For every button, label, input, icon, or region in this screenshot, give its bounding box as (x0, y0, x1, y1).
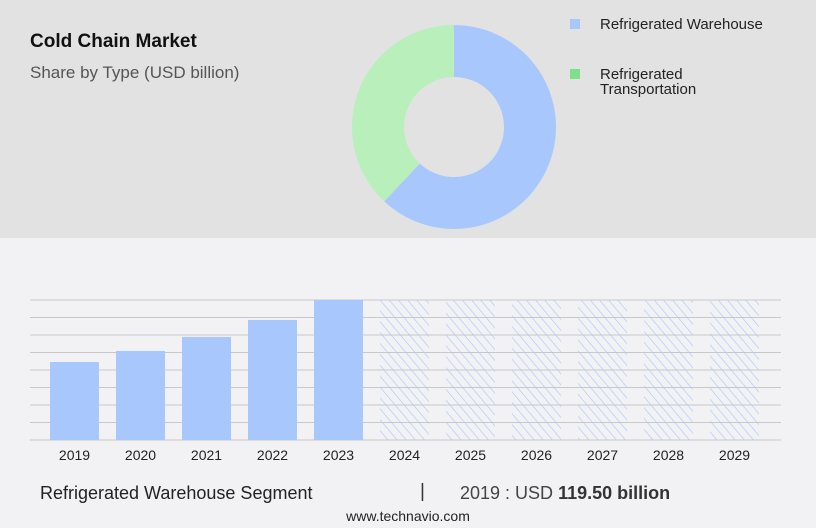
bar-2022 (248, 319, 297, 440)
forecast-bar-2027 (578, 300, 627, 440)
bar-2019 (50, 362, 99, 440)
site-url: www.technavio.com (346, 508, 470, 524)
x-tick-label: 2021 (191, 447, 222, 463)
forecast-bar-2028 (644, 300, 693, 440)
donut-slice-warehouse (384, 25, 557, 229)
x-tick-label: 2023 (323, 447, 354, 463)
forecast-bar-2029 (710, 300, 759, 440)
forecast-bar-2026 (512, 300, 561, 440)
legend-swatch-transportation (570, 69, 580, 79)
x-tick-label: 2024 (389, 447, 420, 463)
bar-2023 (314, 300, 363, 440)
segment-value: 2019 : USD 119.50 billion (460, 483, 670, 504)
x-tick-label: 2027 (587, 447, 618, 463)
legend-swatch-warehouse (570, 19, 580, 29)
bar-2021 (182, 336, 231, 440)
chart-title: Cold Chain Market (30, 31, 197, 52)
x-tick-label: 2019 (59, 447, 90, 463)
legend-label-transportation: Refrigerated Transportation (600, 66, 697, 98)
x-tick-label: 2026 (521, 447, 552, 463)
x-tick-label: 2020 (125, 447, 156, 463)
x-tick-label: 2022 (257, 447, 288, 463)
x-tick-label: 2029 (719, 447, 750, 463)
chart-subtitle: Share by Type (USD billion) (30, 63, 240, 82)
legend-label-warehouse: Refrigerated Warehouse (600, 16, 763, 33)
donut-slice-transportation (352, 25, 454, 202)
x-tick-label: 2028 (653, 447, 684, 463)
bar-2020 (116, 350, 165, 440)
x-tick-label: 2025 (455, 447, 486, 463)
year-label: 2019 : USD (460, 483, 559, 503)
segment-label: Refrigerated Warehouse Segment (40, 483, 313, 503)
footer-separator: | (420, 481, 425, 502)
forecast-bar-2025 (446, 300, 495, 440)
value-text: 119.50 billion (558, 483, 671, 503)
forecast-bar-2024 (380, 300, 429, 440)
